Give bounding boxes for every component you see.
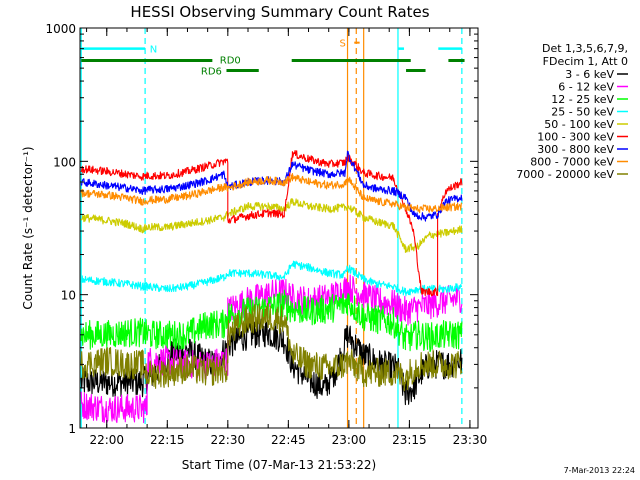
legend-entry-0: 3 - 6 keV (565, 68, 614, 81)
series-line-6 (80, 150, 463, 222)
series-line-1 (80, 274, 463, 424)
legend-entry-6: 300 - 800 keV (537, 143, 614, 156)
x-tick-label-1: 22:15 (150, 433, 185, 447)
y-axis-label: Count Rate (s⁻¹ detector⁻¹) (21, 146, 35, 309)
axes: 22:00 22:15 22:30 22:45 23:00 23:15 23:30 1 10 10… (45, 22, 487, 447)
series-line-3 (80, 260, 462, 297)
legend-header-line-1: Det 1,3,5,6,7,9, (542, 42, 628, 55)
legend-entry-1: 6 - 12 keV (558, 81, 614, 94)
rd6-label: RD6 (201, 67, 222, 78)
y-tick-label-0: 1 (68, 422, 76, 436)
x-tick-label-5: 23:15 (392, 433, 427, 447)
footer-date: 7-Mar-2013 22:24 (564, 466, 635, 475)
x-tick-label-3: 22:45 (271, 433, 306, 447)
series-line-5 (80, 149, 463, 297)
series-lines (80, 149, 463, 424)
y-tick-label-3: 1000 (45, 22, 76, 36)
legend-header-line-2: FDecim 1, Att 0 (543, 55, 628, 68)
legend-entry-5: 100 - 300 keV (537, 131, 614, 144)
series-line-2 (80, 289, 463, 353)
series-line-4 (80, 198, 463, 253)
plot-frame (79, 27, 479, 429)
series-line-7 (80, 173, 463, 214)
x-tick-label-2: 22:30 (211, 433, 246, 447)
legend-entry-8: 7000 - 20000 keV (516, 168, 614, 181)
y-tick-label-2: 100 (53, 155, 76, 169)
legend-entry-2: 12 - 25 keV (551, 93, 614, 106)
x-tick-label-4: 23:00 (332, 433, 367, 447)
legend-entry-3: 25 - 50 keV (551, 106, 614, 119)
legend-entry-4: 50 - 100 keV (544, 118, 614, 131)
legend: Det 1,3,5,6,7,9, FDecim 1, Att 0 3 - 6 k… (516, 42, 628, 181)
legend-entry-7: 800 - 7000 keV (530, 156, 614, 169)
x-tick-label-6: 23:30 (453, 433, 488, 447)
series-line-8 (80, 303, 463, 392)
x-axis-label: Start Time (07-Mar-13 21:53:22) (182, 458, 376, 472)
n-label: N (150, 45, 157, 56)
y-tick-label-1: 10 (61, 289, 76, 303)
s-label: S (339, 39, 345, 50)
rd0-label: RD0 (220, 56, 241, 67)
x-tick-label-0: 22:00 (89, 433, 124, 447)
chart-title: HESSI Observing Summary Count Rates (130, 3, 429, 21)
